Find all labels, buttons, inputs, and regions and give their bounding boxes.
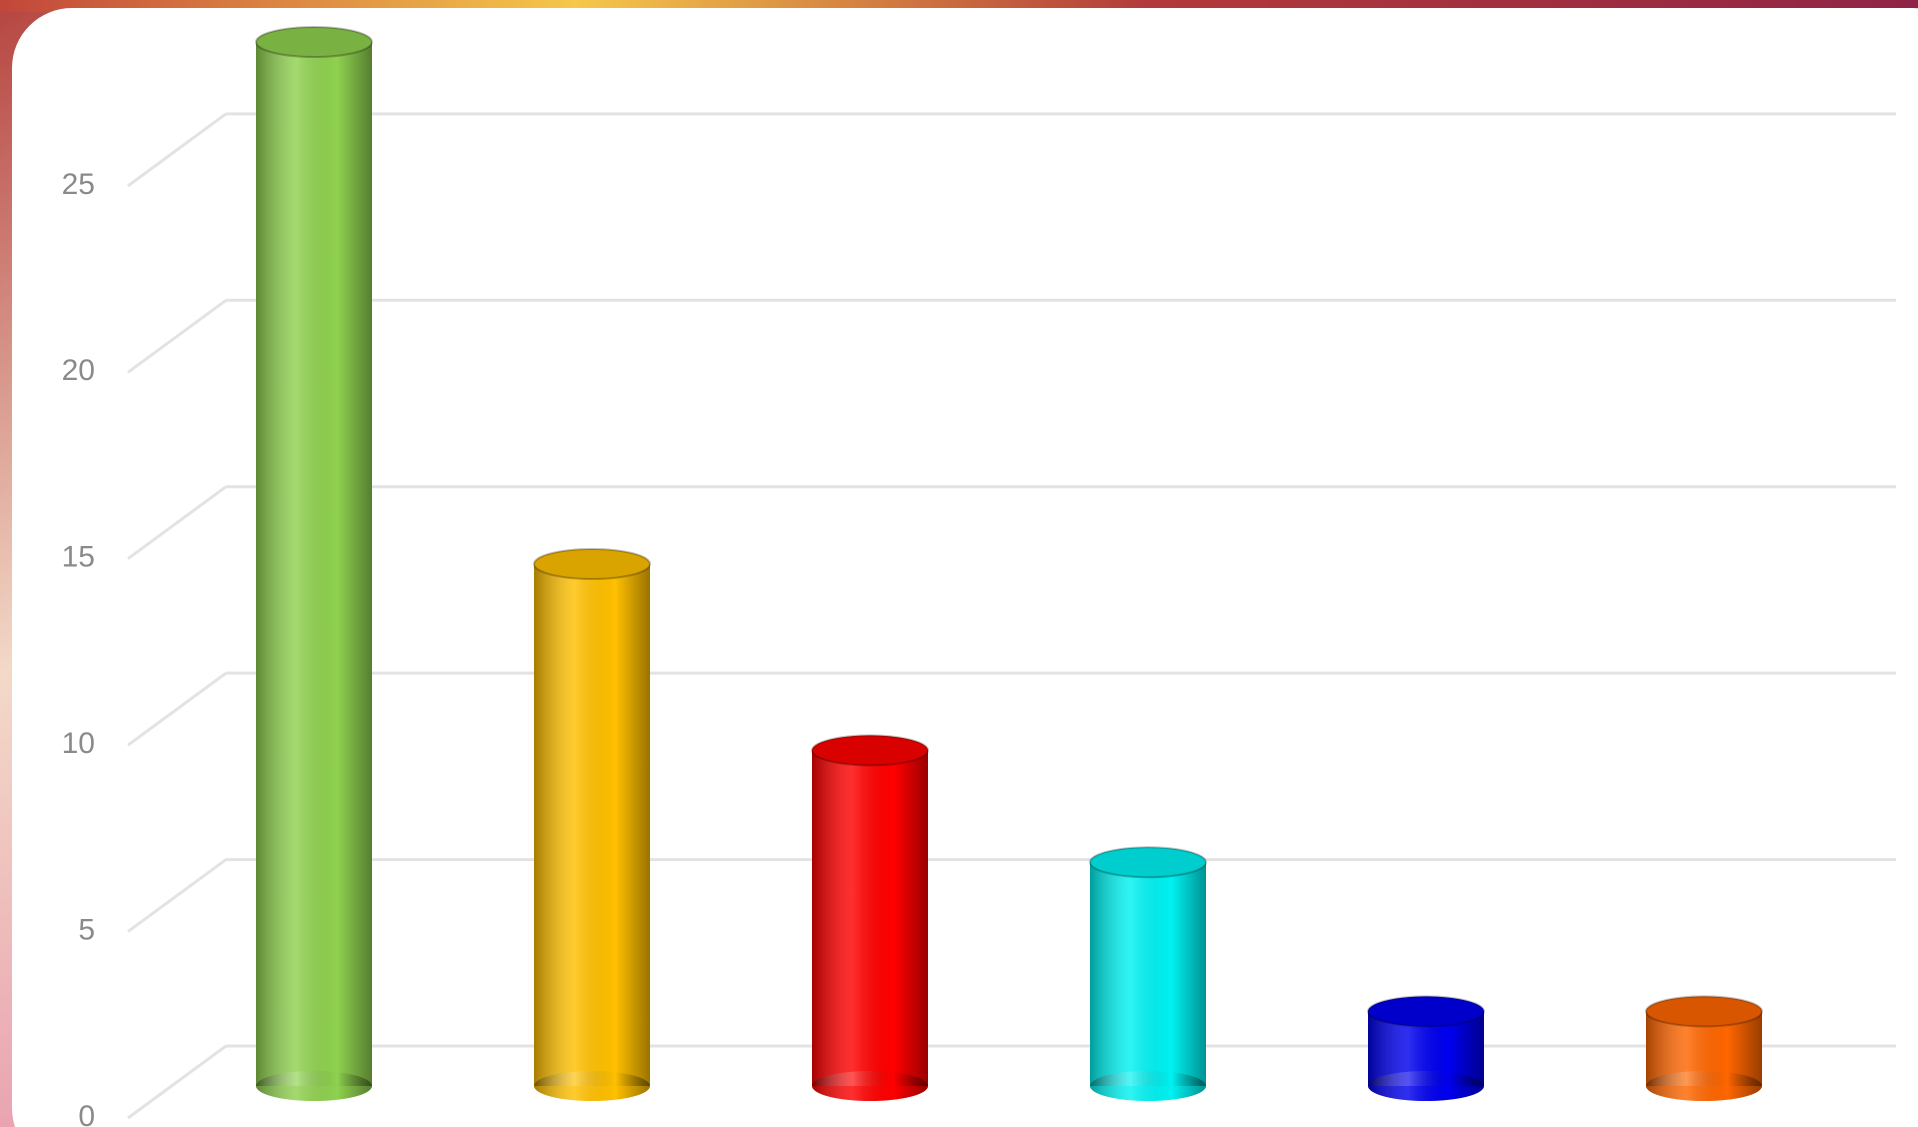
bar-top xyxy=(255,26,373,58)
bar-bottom-shade xyxy=(256,1071,372,1101)
bar xyxy=(533,548,651,1101)
bar-top-shade xyxy=(812,735,928,766)
bar-top-shade xyxy=(534,549,650,579)
bar xyxy=(1645,995,1763,1101)
y-tick-label: 20 xyxy=(62,354,95,387)
bar-bottom-shade xyxy=(1368,1071,1484,1101)
bar xyxy=(811,734,929,1101)
bar-bottom-shade xyxy=(534,1071,650,1101)
grid-line xyxy=(127,671,227,747)
bar-bottom-shade xyxy=(812,1071,928,1101)
y-tick-label: 5 xyxy=(78,913,95,946)
panel xyxy=(12,8,1918,1127)
bar-shade xyxy=(534,564,650,1086)
grid-line xyxy=(127,485,227,560)
bar-shade xyxy=(256,42,372,1086)
bar-bottom-shade xyxy=(1646,1071,1762,1101)
y-tick-label: 15 xyxy=(62,541,95,574)
bar-top-shade xyxy=(1090,847,1206,878)
y-tick-label: 25 xyxy=(62,168,95,201)
bar xyxy=(1089,846,1207,1101)
bar-top-shade xyxy=(256,27,372,57)
bar-top-shade xyxy=(1368,996,1484,1027)
plot-area: 0 5 10 15 20 25 xyxy=(62,26,1896,1127)
bar xyxy=(1367,995,1485,1101)
bar xyxy=(255,26,373,1101)
bar-top xyxy=(1367,995,1485,1028)
y-tick-label: 0 xyxy=(78,1100,95,1127)
bar-top-shade xyxy=(1646,996,1762,1027)
grid-line xyxy=(127,299,227,374)
y-tick-label: 10 xyxy=(62,727,95,760)
bar-top xyxy=(533,548,651,580)
bar-bottom-shade xyxy=(1090,1071,1206,1101)
grid-line xyxy=(127,112,227,188)
grid-line xyxy=(127,858,227,933)
bar-top xyxy=(1089,846,1207,879)
bar-shade xyxy=(1090,862,1206,1086)
bar-top xyxy=(1645,995,1763,1028)
grid-line xyxy=(127,1044,227,1120)
bar-top xyxy=(811,734,929,767)
bar-shade xyxy=(812,750,928,1086)
